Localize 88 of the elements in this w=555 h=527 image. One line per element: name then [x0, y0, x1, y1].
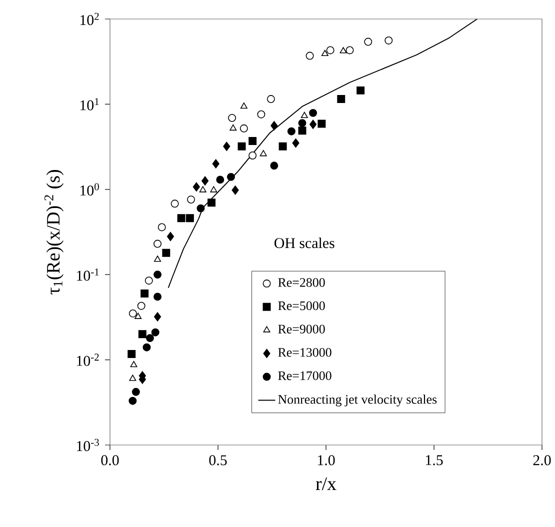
point [226, 172, 235, 181]
point [300, 112, 308, 118]
point [270, 121, 278, 130]
point [177, 214, 186, 222]
point [340, 47, 347, 54]
x-tick-label: 2.0 [533, 455, 551, 466]
legend-title: OH scales [274, 238, 334, 248]
point [132, 388, 140, 396]
x-tick-label: 1.5 [426, 455, 443, 466]
y-tick-label: 10$^{-2}$ [76, 354, 99, 366]
point [144, 276, 153, 285]
point [128, 309, 137, 318]
point [384, 36, 393, 44]
point [292, 138, 300, 148]
point [154, 256, 162, 262]
point [321, 50, 328, 56]
point [287, 127, 296, 136]
point [151, 328, 160, 336]
x-tick-label: 0.0 [101, 455, 119, 466]
legend-label: Nonreacting jet velocity scales [278, 394, 437, 406]
point [310, 120, 317, 129]
point [337, 95, 346, 104]
point [240, 102, 248, 109]
point [318, 120, 326, 128]
point [240, 124, 248, 132]
point [238, 142, 246, 150]
point [196, 204, 205, 212]
point [216, 176, 224, 184]
point [309, 108, 318, 117]
point [162, 248, 170, 257]
point [232, 186, 239, 195]
point [230, 124, 237, 131]
point [248, 137, 257, 145]
y-tick-label: 10$^{1}$ [80, 98, 99, 110]
point [137, 302, 146, 310]
point [154, 270, 162, 279]
y-tick-label: 10$^{-3}$ [76, 438, 99, 452]
legend-label: Re=2800 [278, 278, 325, 287]
point [129, 374, 136, 381]
point [202, 176, 209, 186]
point [192, 182, 200, 192]
point [364, 38, 372, 46]
y-axis-title: τ$_{1}$(Re)(x/D)$^{-2}$ (s) [44, 170, 64, 294]
point [228, 114, 236, 122]
point [208, 198, 216, 207]
point [199, 186, 206, 192]
x-axis-title: r/x [316, 477, 336, 490]
point [266, 95, 275, 104]
point [270, 162, 278, 170]
point [278, 142, 287, 150]
point [154, 312, 162, 322]
point [248, 152, 257, 160]
point [223, 142, 230, 151]
line-series [168, 18, 478, 288]
point [187, 196, 195, 204]
point [298, 126, 306, 135]
point [128, 396, 137, 405]
point [326, 46, 334, 54]
legend-label: Re=13000 [278, 348, 332, 357]
legend-label: Re=17000 [278, 371, 332, 380]
point [260, 150, 267, 156]
point [154, 240, 162, 248]
x-tick-label: 0.5 [209, 455, 227, 466]
point [210, 186, 218, 192]
point [212, 159, 220, 168]
point [346, 46, 354, 54]
point [306, 52, 314, 60]
point [356, 86, 365, 94]
point [158, 223, 166, 232]
point [298, 119, 306, 128]
point [128, 350, 136, 358]
y-tick-label: 10$^{2}$ [80, 12, 99, 26]
point [130, 360, 138, 368]
point [142, 343, 151, 352]
y-tick-label: 10$^{0}$ [80, 183, 99, 196]
point [134, 312, 142, 319]
point [140, 290, 149, 298]
point [146, 334, 154, 342]
point [186, 214, 194, 222]
point [257, 110, 266, 118]
y-tick-label: 10$^{-1}$ [76, 268, 99, 281]
point [154, 292, 162, 301]
legend-label: Re=5000 [278, 301, 325, 310]
point [138, 330, 146, 338]
point [170, 200, 179, 208]
point [166, 232, 174, 242]
x-tick-label: 1.0 [318, 455, 335, 466]
legend-label: Re=9000 [278, 324, 325, 334]
